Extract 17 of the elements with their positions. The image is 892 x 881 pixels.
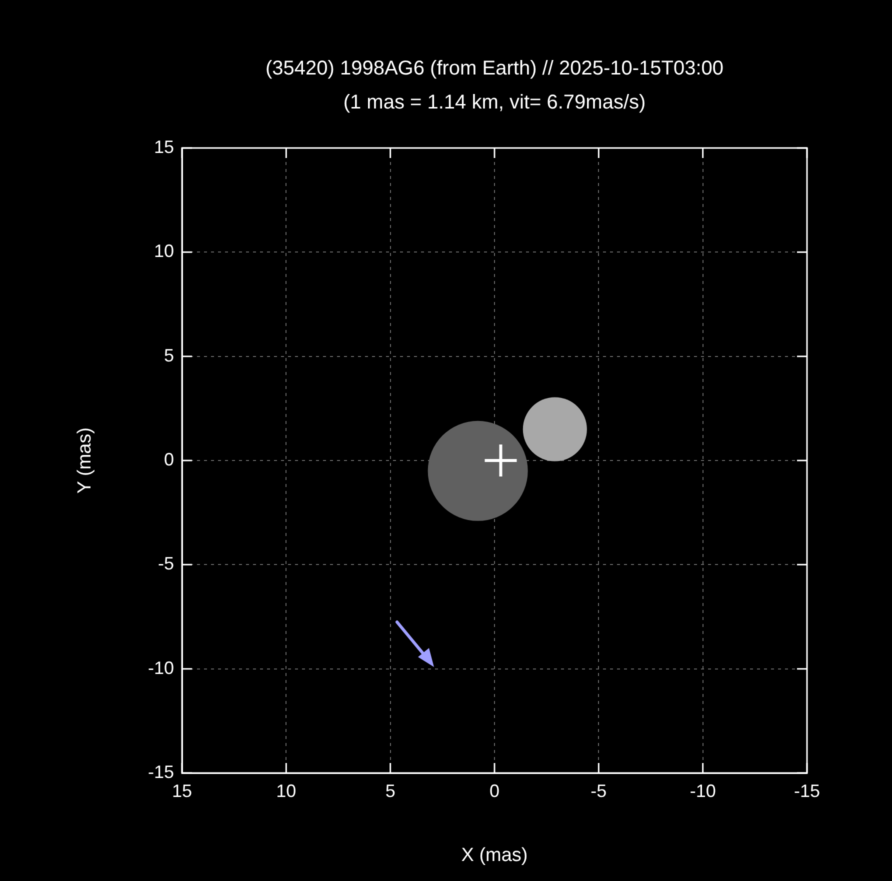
x-tick-label: -15 [794,780,820,801]
x-axis-title: X (mas) [461,844,528,866]
y-tick-label: 10 [154,241,174,262]
y-tick-label: -5 [158,554,174,574]
x-tick-label: 10 [276,780,296,801]
x-tick-label: -10 [690,780,716,801]
y-axis-title: Y (mas) [74,427,96,494]
x-tick-label: 0 [489,780,500,801]
y-tick-label: 5 [164,345,174,366]
chart-title: (35420) 1998AG6 (from Earth) // 2025-10-15T03:00 [265,58,724,80]
y-tick-label: -10 [148,658,174,678]
y-tick-label: 0 [164,449,174,470]
y-tick-label: -15 [148,762,174,782]
x-tick-label: -5 [590,780,607,801]
chart-subtitle: (1 mas = 1.14 km, vit= 6.79mas/s) [343,92,646,114]
x-tick-label: 5 [385,780,396,801]
y-tick-label: 15 [154,136,174,157]
